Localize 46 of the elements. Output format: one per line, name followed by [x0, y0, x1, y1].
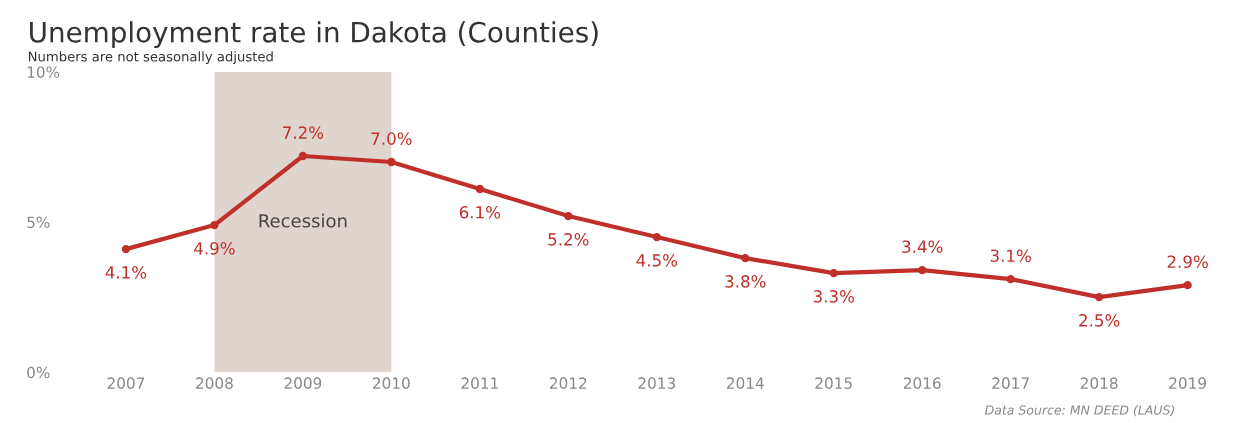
point [1183, 280, 1192, 290]
x-tick-label: 2018 [1080, 377, 1118, 389]
data-label: 7.2% [283, 126, 324, 139]
source-note: Data Source: MN DEED (LAUS) [984, 405, 1175, 417]
point [564, 211, 573, 221]
point [918, 265, 927, 275]
y-tick-label: 0% [27, 366, 50, 379]
point [741, 253, 750, 263]
point [829, 268, 838, 278]
point [1006, 274, 1015, 284]
point [387, 157, 396, 167]
data-label: 4.1% [105, 266, 147, 279]
x-tick-label: 2019 [1169, 377, 1206, 389]
x-tick-label: 2010 [373, 377, 410, 389]
x-tick-label: 2012 [549, 377, 587, 389]
data-label: 4.9% [194, 242, 235, 255]
data-label: 7.0% [371, 132, 412, 145]
data-label: 3.1% [990, 249, 1031, 263]
point [1094, 292, 1104, 302]
point [210, 220, 219, 230]
point [475, 184, 485, 194]
data-label: 6.1% [459, 206, 501, 219]
point [652, 232, 661, 242]
data-label: 2.9% [1167, 255, 1208, 269]
chart-subtitle: Numbers are not seasonally adjusted [28, 51, 273, 65]
x-tick-label: 2015 [815, 377, 852, 389]
x-tick-label: 2013 [638, 377, 675, 389]
x-tick-label: 2017 [992, 377, 1029, 389]
x-tick-label: 2009 [284, 377, 322, 389]
x-tick-label: 2016 [903, 377, 941, 389]
band-label: Recession [259, 213, 347, 228]
data-label: 5.2% [548, 233, 589, 246]
x-tick-label: 2011 [461, 377, 498, 389]
data-label: 3.4% [902, 240, 943, 254]
point [298, 151, 308, 161]
point [121, 244, 131, 254]
data-label: 2.5% [1079, 314, 1120, 327]
data-label: 3.3% [813, 290, 854, 303]
y-tick-label: 10% [27, 66, 60, 78]
x-tick-label: 2008 [196, 377, 233, 389]
x-tick-label: 2014 [726, 377, 764, 389]
data-label: 4.5% [636, 254, 678, 267]
y-tick-label: 5% [27, 216, 50, 229]
x-tick-label: 2007 [107, 377, 145, 389]
chart-title: Unemployment rate in Dakota (Counties) [30, 21, 598, 49]
data-label: 3.8% [725, 275, 766, 288]
